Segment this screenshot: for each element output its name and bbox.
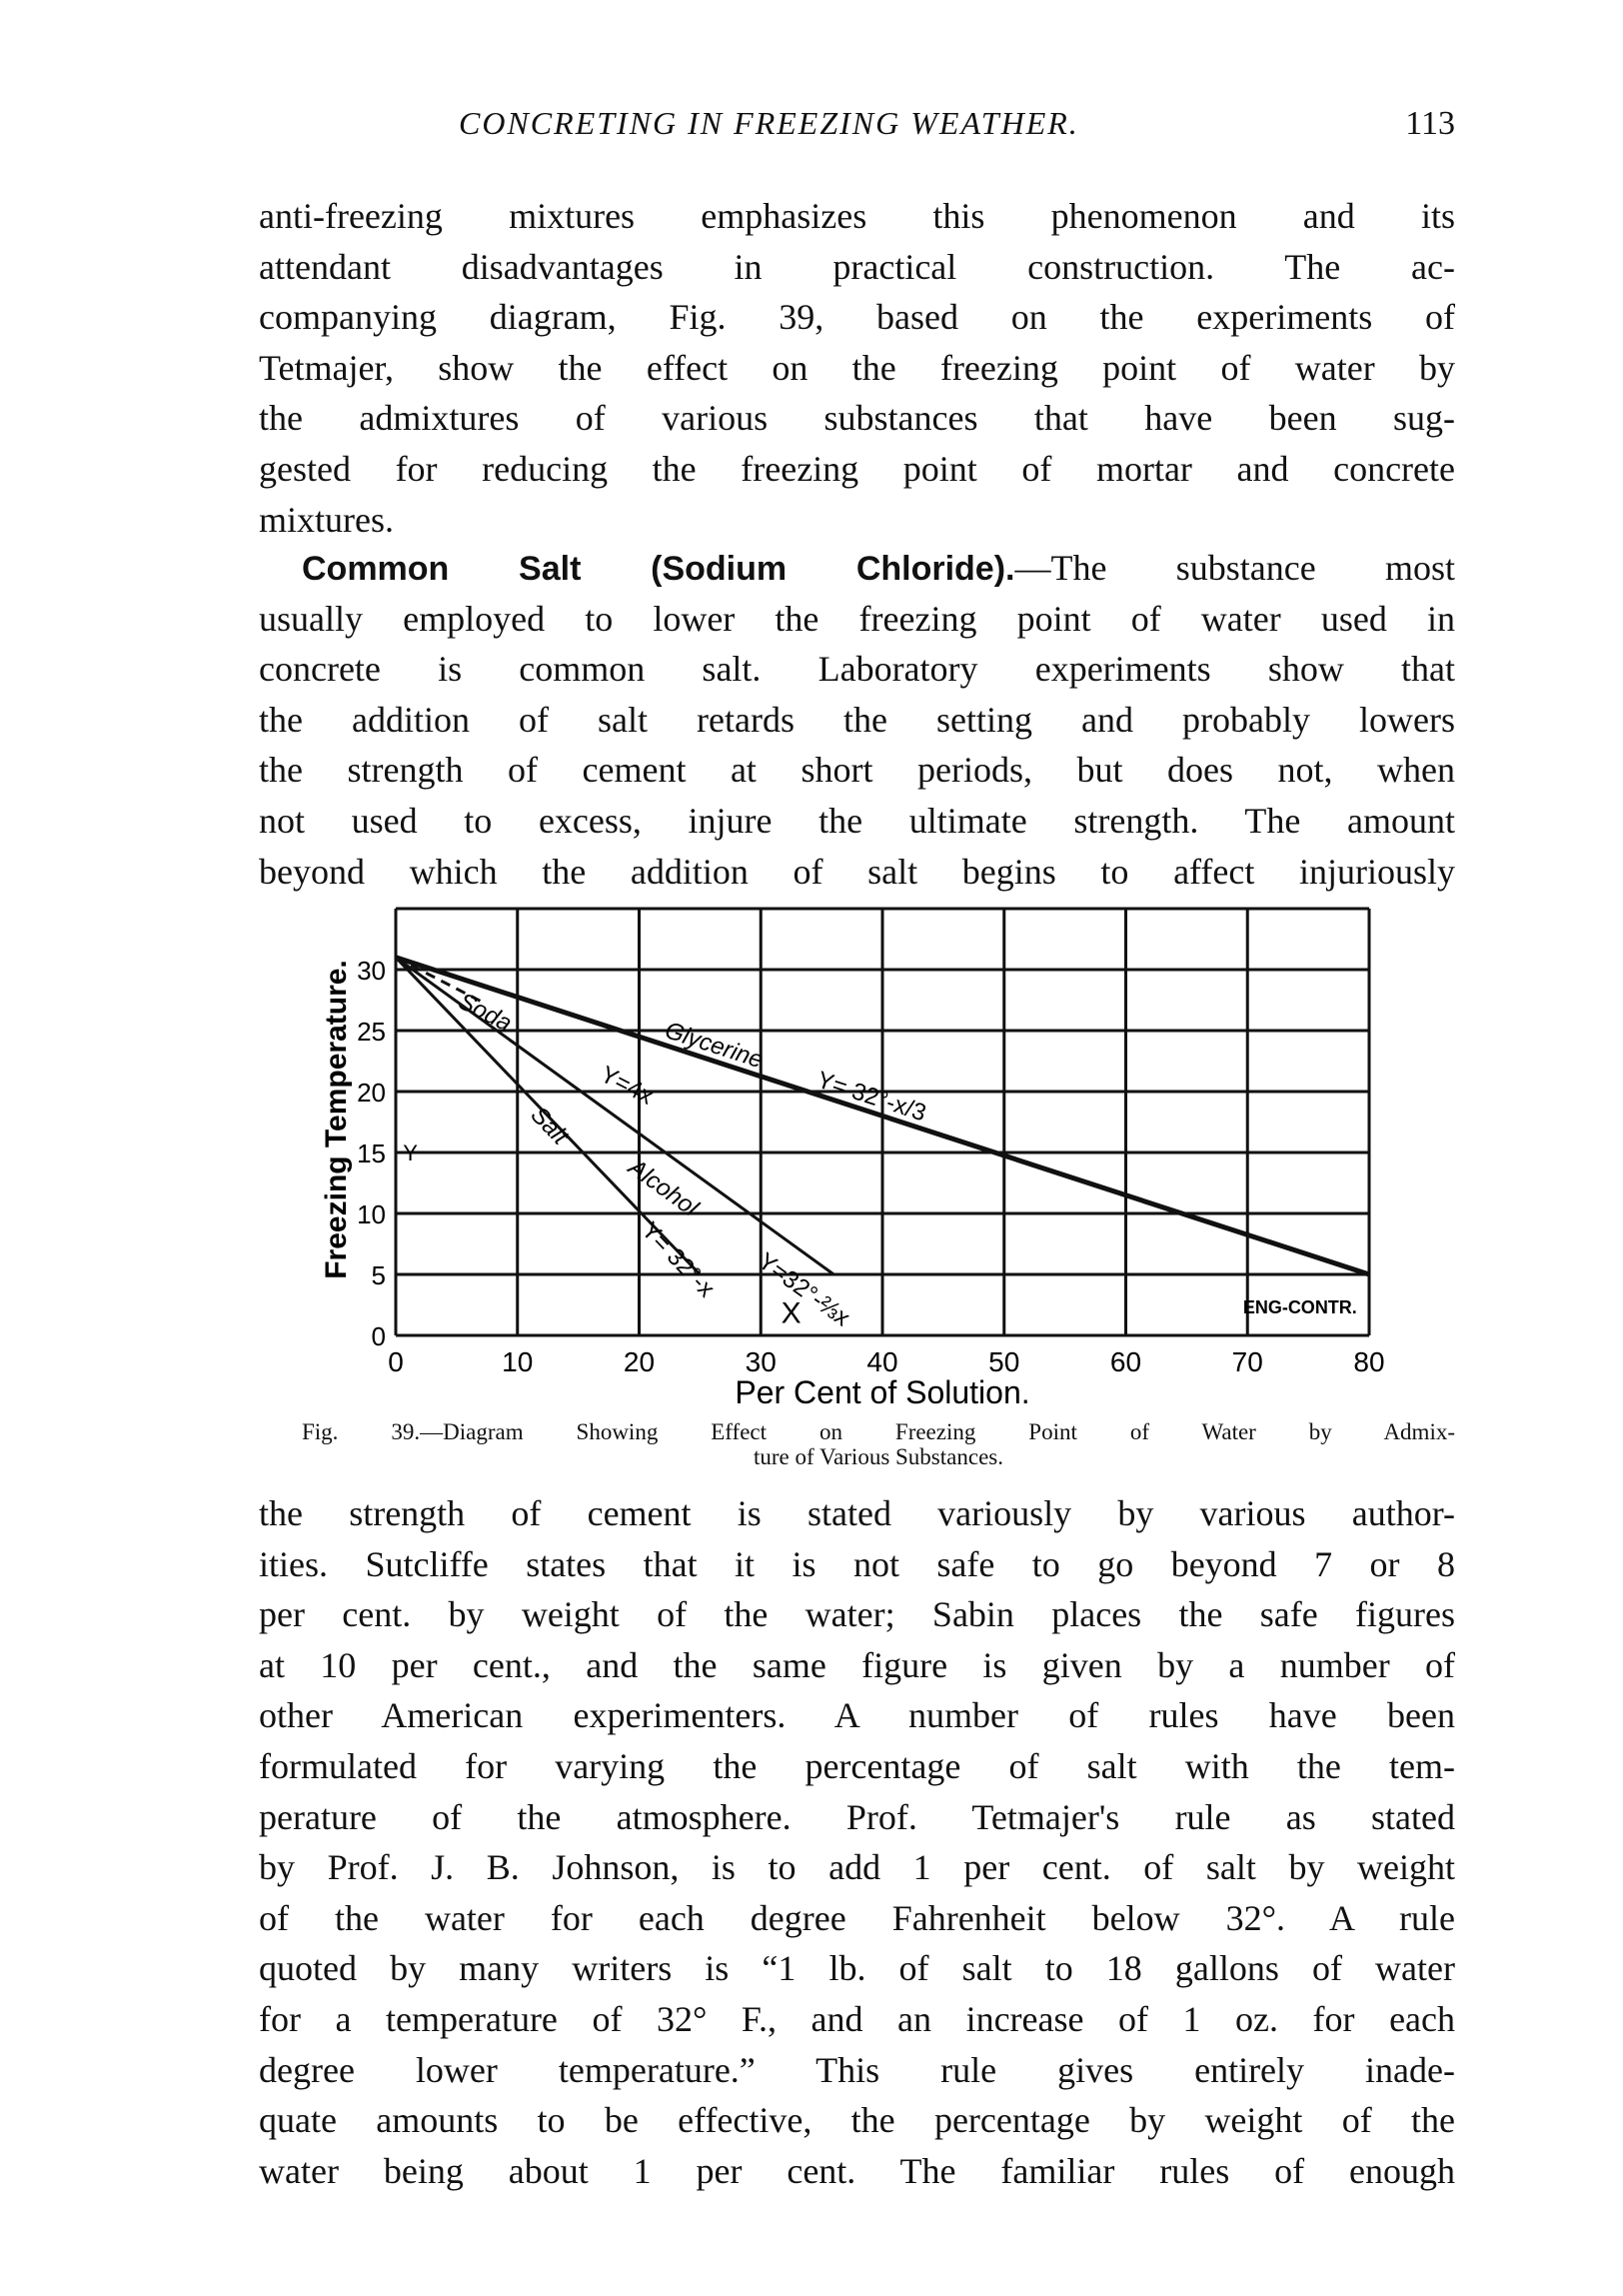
series-formula-salt: Y= 32°-x [636, 1216, 720, 1302]
y-tick-label: 0 [372, 1321, 386, 1351]
series-label-salt: Salt [526, 1102, 575, 1150]
text-line: for a temperature of 32° F., and an incr… [259, 1994, 1455, 2045]
running-title: CONCRETING IN FREEZING WEATHER. [459, 105, 1079, 141]
x-tick-label: 0 [388, 1346, 404, 1377]
text-line-content: per cent. by weight of the water; Sabin … [259, 1594, 1455, 1635]
text-line: gested for reducing the freezing point o… [259, 444, 1455, 495]
text-line: attendant disadvantages in practical con… [259, 242, 1455, 293]
text-line: anti-freezing mixtures emphasizes this p… [259, 191, 1455, 242]
x-tick-label: 10 [502, 1346, 533, 1377]
x-tick-label: 50 [988, 1346, 1019, 1377]
text-line-content: the admixtures of various substances tha… [259, 398, 1455, 439]
text-line-content: water being about 1 per cent. The famili… [259, 2150, 1455, 2191]
x-tick-label: 70 [1232, 1346, 1263, 1377]
y-tick-label: 10 [357, 1199, 386, 1229]
x-tick-label: 40 [866, 1346, 897, 1377]
text-line: perature of the atmosphere. Prof. Tetmaj… [259, 1792, 1455, 1843]
text-line: companying diagram, Fig. 39, based on th… [259, 292, 1455, 343]
heading-continuation: —The substance most [1014, 548, 1456, 588]
text-line: quate amounts to be effective, the perce… [259, 2095, 1455, 2146]
text-line: concrete is common salt. Laboratory expe… [259, 644, 1455, 695]
caption-line-1: Fig. 39.—Diagram Showing Effect on Freez… [302, 1419, 1455, 1444]
text-line: at 10 per cent., and the same figure is … [259, 1640, 1455, 1691]
series-formula-glycerine: Y= 32°-x/3 [813, 1067, 929, 1128]
text-line: Tetmajer, show the effect on the freezin… [259, 343, 1455, 394]
text-line: the admixtures of various substances tha… [259, 393, 1455, 444]
text-line-content: perature of the atmosphere. Prof. Tetmaj… [259, 1796, 1455, 1837]
x-tick-label: 80 [1353, 1346, 1384, 1377]
paragraph-3: the strength of cement is stated various… [259, 1488, 1455, 2196]
text-line: by Prof. J. B. Johnson, is to add 1 per … [259, 1842, 1455, 1893]
series-line-salt [394, 956, 702, 1276]
text-line: formulated for varying the percentage of… [259, 1741, 1455, 1792]
text-line-content: anti-freezing mixtures emphasizes this p… [259, 196, 1455, 236]
series-label-glycerine: Glycerine [662, 1017, 767, 1074]
text-line: mixtures. [259, 495, 1455, 546]
x-tick-label: 60 [1110, 1346, 1141, 1377]
text-line: of the water for each degree Fahrenheit … [259, 1893, 1455, 1944]
y-marker: Y [403, 1141, 418, 1165]
text-line-content: not used to excess, injure the ultimate … [259, 800, 1455, 841]
text-line: beyond which the addition of salt begins… [259, 847, 1455, 898]
text-line: other American experimenters. A number o… [259, 1690, 1455, 1741]
text-line: usually employed to lower the freezing p… [259, 594, 1455, 645]
paragraph-2: Common Salt (Sodium Chloride).—The subst… [259, 543, 1455, 897]
text-line: the strength of cement is stated various… [259, 1488, 1455, 1539]
text-line-content: of the water for each degree Fahrenheit … [259, 1897, 1455, 1938]
series-line-alcohol [395, 956, 835, 1276]
text-line-content: other American experimenters. A number o… [259, 1695, 1455, 1736]
text-line-content: at 10 per cent., and the same figure is … [259, 1644, 1455, 1685]
series-label-alcohol: Alcohol [622, 1152, 704, 1222]
text-line-content: the strength of cement is stated various… [259, 1493, 1455, 1533]
caption-line-2: ture of Various Substances. [754, 1444, 1003, 1469]
text-line-content: quoted by many writers is “1 lb. of salt… [259, 1948, 1455, 1989]
text-line-content: by Prof. J. B. Johnson, is to add 1 per … [259, 1847, 1455, 1888]
text-line-content: concrete is common salt. Laboratory expe… [259, 649, 1455, 690]
text-line-content: degree lower temperature.” This rule giv… [259, 2049, 1455, 2090]
figure-caption: Fig. 39.—Diagram Showing Effect on Freez… [302, 1419, 1455, 1469]
text-line: water being about 1 per cent. The famili… [259, 2146, 1455, 2197]
y-tick-label: 20 [357, 1078, 386, 1108]
series-formula-soda: Y=4x [596, 1061, 658, 1110]
page-header: CONCRETING IN FREEZING WEATHER. 113 [259, 105, 1455, 155]
series-line-glycerine [395, 955, 1370, 1277]
text-line: quoted by many writers is “1 lb. of salt… [259, 1943, 1455, 1994]
y-tick-label: 25 [357, 1017, 386, 1047]
text-line-content: companying diagram, Fig. 39, based on th… [259, 297, 1455, 338]
text-line: ities. Sutcliffe states that it is not s… [259, 1539, 1455, 1590]
y-tick-label: 30 [357, 956, 386, 986]
y-tick-label: 15 [357, 1139, 386, 1168]
text-line: the addition of salt retards the setting… [259, 695, 1455, 746]
text-line-content: mixtures. [259, 499, 394, 540]
x-axis-label: Per Cent of Solution. [735, 1374, 1029, 1409]
text-line-content: the addition of salt retards the setting… [259, 699, 1455, 740]
x-tick-label: 30 [746, 1346, 777, 1377]
text-line: per cent. by weight of the water; Sabin … [259, 1589, 1455, 1640]
engraver-mark: ENG-CONTR. [1243, 1297, 1357, 1317]
text-line-content: attendant disadvantages in practical con… [259, 246, 1455, 287]
text-line-content: Tetmajer, show the effect on the freezin… [259, 347, 1455, 388]
x-tick-label: 20 [624, 1346, 655, 1377]
section-heading: Common Salt (Sodium Chloride). [302, 550, 1015, 588]
series-formula-alcohol: Y=32°-⅔x [753, 1247, 854, 1331]
y-tick-label: 5 [372, 1260, 386, 1290]
text-line-content: gested for reducing the freezing point o… [259, 448, 1455, 489]
text-line-content: usually employed to lower the freezing p… [259, 598, 1455, 639]
text-line: not used to excess, injure the ultimate … [259, 796, 1455, 847]
text-line-content: quate amounts to be effective, the perce… [259, 2100, 1455, 2141]
text-line-content: ities. Sutcliffe states that it is not s… [259, 1543, 1455, 1584]
text-line-content: for a temperature of 32° F., and an incr… [259, 1998, 1455, 2039]
text-line-content: the strength of cement at short periods,… [259, 750, 1455, 791]
text-line: Common Salt (Sodium Chloride).—The subst… [259, 543, 1455, 594]
paragraph-1: anti-freezing mixtures emphasizes this p… [259, 191, 1455, 545]
text-line: the strength of cement at short periods,… [259, 745, 1455, 796]
x-marker: X [782, 1297, 802, 1330]
text-line: degree lower temperature.” This rule giv… [259, 2045, 1455, 2096]
page-number: 113 [1405, 105, 1455, 142]
text-line-content: beyond which the addition of salt begins… [259, 851, 1455, 892]
y-axis-label: Freezing Temperature. [320, 960, 353, 1279]
text-line-content: formulated for varying the percentage of… [259, 1745, 1455, 1786]
